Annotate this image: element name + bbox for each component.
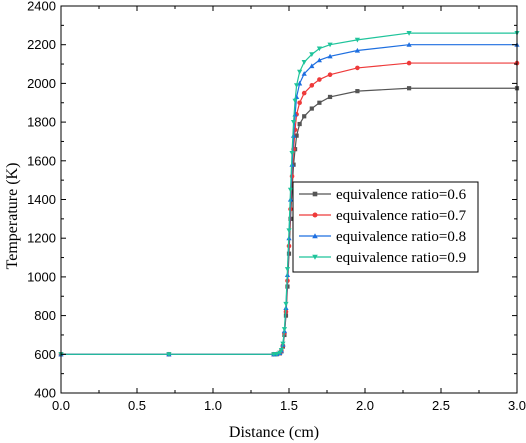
legend-label: equivalence ratio=0.9 [336, 250, 466, 266]
plot-area [58, 31, 520, 357]
y-tick-label: 1800 [27, 115, 56, 130]
legend-item-4: equivalence ratio=0.9 [299, 250, 466, 266]
data-point [355, 89, 360, 94]
data-point [294, 83, 300, 88]
legend-item-2: equivalence ratio=0.7 [299, 208, 467, 224]
x-tick-label: 3.0 [508, 398, 526, 413]
x-tick-label: 2.5 [432, 398, 450, 413]
series-4 [58, 31, 520, 357]
y-tick-label: 1200 [27, 231, 56, 246]
data-point [291, 162, 296, 167]
data-point [406, 31, 412, 36]
data-point [309, 63, 315, 69]
data-point [274, 352, 280, 357]
legend-label: equivalence ratio=0.8 [336, 229, 466, 245]
x-axis-label: Distance (cm) [229, 424, 319, 441]
data-point [302, 114, 307, 119]
y-tick-label: 2000 [27, 76, 56, 91]
data-point [327, 42, 333, 48]
data-point [284, 267, 291, 272]
data-point [297, 100, 302, 106]
data-point [289, 150, 295, 156]
legend-item-3: equivalence ratio=0.8 [299, 229, 466, 245]
data-point [327, 94, 333, 100]
y-tick-label: 2400 [27, 0, 56, 14]
legend-item-1: equivalence ratio=0.6 [299, 187, 467, 203]
legend-label: equivalence ratio=0.6 [336, 187, 467, 203]
data-point [406, 86, 412, 91]
data-point [317, 100, 322, 105]
legend: equivalence ratio=0.6 equivalence ratio=0… [292, 181, 479, 273]
data-point [355, 65, 360, 71]
data-point [287, 187, 294, 193]
data-point [297, 69, 303, 75]
data-point [281, 327, 288, 332]
data-point [406, 42, 412, 47]
data-point [280, 341, 286, 347]
data-point [406, 60, 412, 66]
y-tick-label: 1600 [27, 153, 56, 168]
y-tick-label: 1000 [27, 269, 56, 284]
data-point [289, 187, 295, 192]
data-point [290, 120, 297, 125]
data-point [354, 37, 360, 43]
data-point [283, 301, 289, 307]
data-point [327, 72, 333, 77]
data-point [316, 46, 322, 52]
y-axis-label: Temperature (K) [4, 163, 21, 270]
data-point [309, 83, 315, 88]
data-point [292, 98, 298, 104]
data-point [166, 352, 172, 357]
data-point [312, 254, 318, 260]
data-point [301, 60, 307, 65]
y-tick-label: 600 [34, 347, 56, 362]
x-tick-label: 1.0 [204, 398, 222, 413]
x-tick-label: 2.0 [356, 398, 374, 413]
legend-label: equivalence ratio=0.7 [336, 208, 467, 224]
x-tick-label: 0.5 [128, 398, 146, 413]
data-point [294, 133, 299, 138]
data-point [297, 121, 302, 127]
data-point [312, 233, 318, 239]
y-tick-label: 2200 [27, 37, 56, 52]
y-tick-label: 400 [34, 386, 56, 401]
data-point [301, 90, 307, 96]
data-point [301, 71, 307, 76]
x-tick-label: 0.0 [52, 398, 70, 413]
x-tick-label: 1.5 [280, 398, 298, 413]
data-point [309, 52, 315, 57]
data-point [327, 53, 333, 59]
y-tick-label: 1400 [27, 192, 56, 207]
data-point [316, 57, 322, 63]
data-point [312, 212, 318, 218]
data-point [309, 106, 314, 111]
data-point [278, 347, 284, 353]
data-point [317, 77, 322, 82]
data-point [312, 191, 318, 197]
y-tick-label: 800 [34, 308, 56, 323]
data-point [286, 228, 292, 234]
data-point [354, 47, 360, 53]
axes: 0.0 0.5 1.0 1.5 2.0 2.5 3.0 400 600 800 1000 1200 14… [27, 0, 526, 413]
